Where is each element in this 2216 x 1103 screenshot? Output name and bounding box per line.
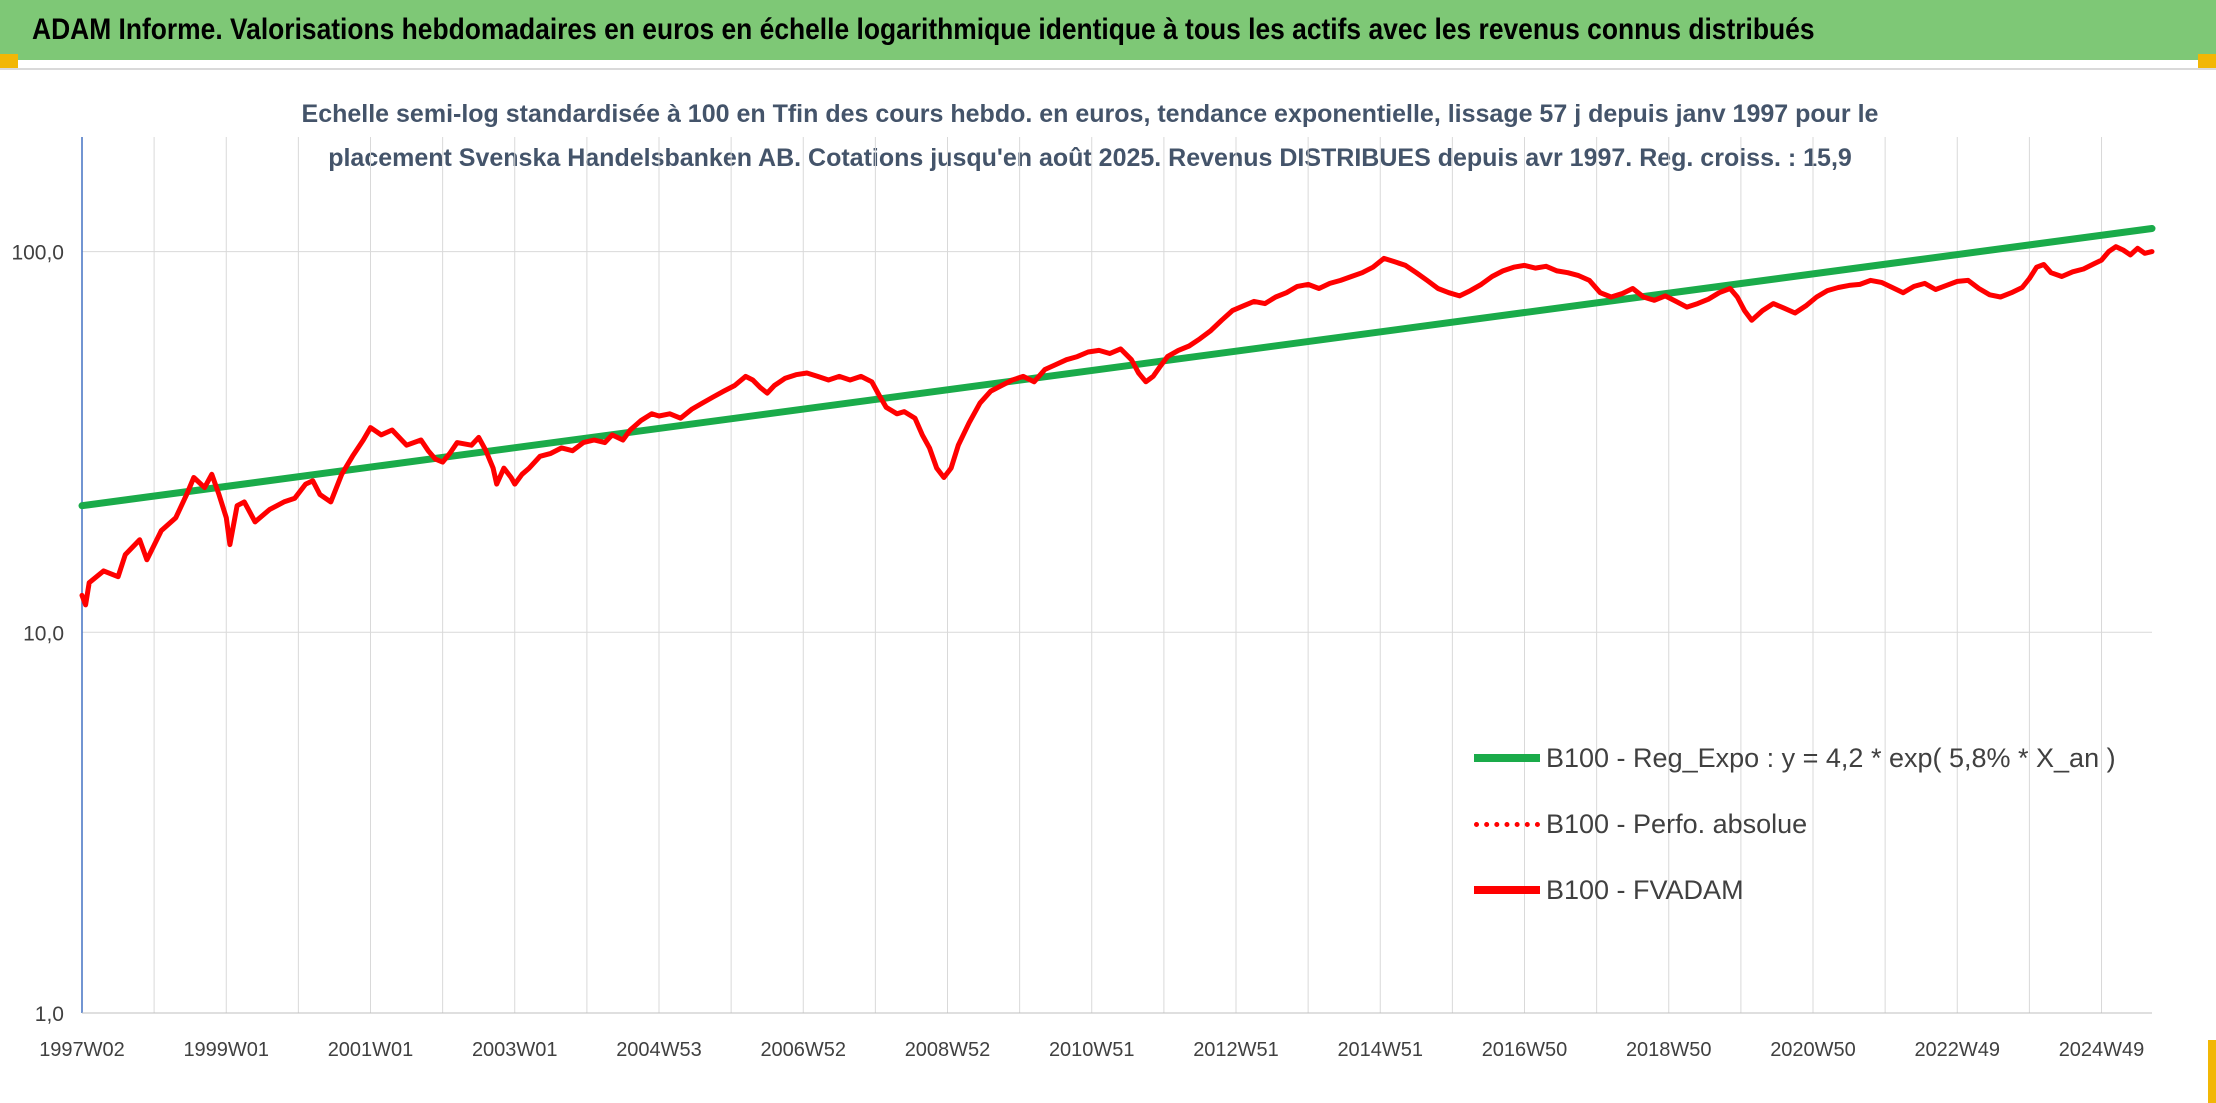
y-tick-label: 1,0 [35,1003,64,1026]
x-tick-label: 2004W53 [616,1039,702,1061]
legend-swatch-absolute-performance [1474,822,1540,827]
report-banner: ADAM Informe. Valorisations hebdomadaire… [0,0,2216,60]
x-tick-label: 2014W51 [1337,1039,1423,1061]
x-tick-label: 2010W51 [1049,1039,1135,1061]
legend-label-trend: B100 - Reg_Expo : y = 4,2 * exp( 5,8% * … [1546,743,2116,773]
x-tick-label: 1999W01 [183,1039,269,1061]
x-tick-label: 2001W01 [328,1039,414,1061]
y-tick-label: 100,0 [11,242,64,265]
y-tick-label: 10,0 [23,622,64,645]
x-tick-label: 2024W49 [2059,1039,2145,1061]
x-tick-label: 2020W50 [1770,1039,1856,1061]
legend-swatch-trend [1474,754,1540,762]
legend-label-fvadam: B100 - FVADAM [1546,875,1744,905]
corner-marker-top-right [2198,54,2216,70]
chart-title-line-1: Echelle semi-log standardisée à 100 en T… [301,100,1879,128]
x-tick-label: 2016W50 [1482,1039,1568,1061]
x-tick-label: 1997W02 [39,1039,125,1061]
chart-title: Echelle semi-log standardisée à 100 en T… [240,92,1940,180]
x-tick-label: 2006W52 [760,1039,846,1061]
x-tick-label: 2018W50 [1626,1039,1712,1061]
x-tick-label: 2022W49 [1914,1039,2000,1061]
x-tick-label: 2008W52 [905,1039,991,1061]
corner-marker-top-left [0,54,18,70]
chart-frame [0,68,2216,1103]
x-tick-label: 2012W51 [1193,1039,1279,1061]
legend-label-absolute-performance: B100 - Perfo. absolue [1546,809,1808,839]
fvadam-series-line [79,244,2155,608]
report-title: ADAM Informe. Valorisations hebdomadaire… [32,13,1815,46]
corner-marker-bottom-right [2208,1040,2216,1103]
trend-line-series [78,225,2156,510]
x-tick-label: 2003W01 [472,1039,558,1061]
chart-title-line-2: placement Svenska Handelsbanken AB. Cota… [328,144,1852,172]
legend-swatch-fvadam [1474,886,1540,894]
